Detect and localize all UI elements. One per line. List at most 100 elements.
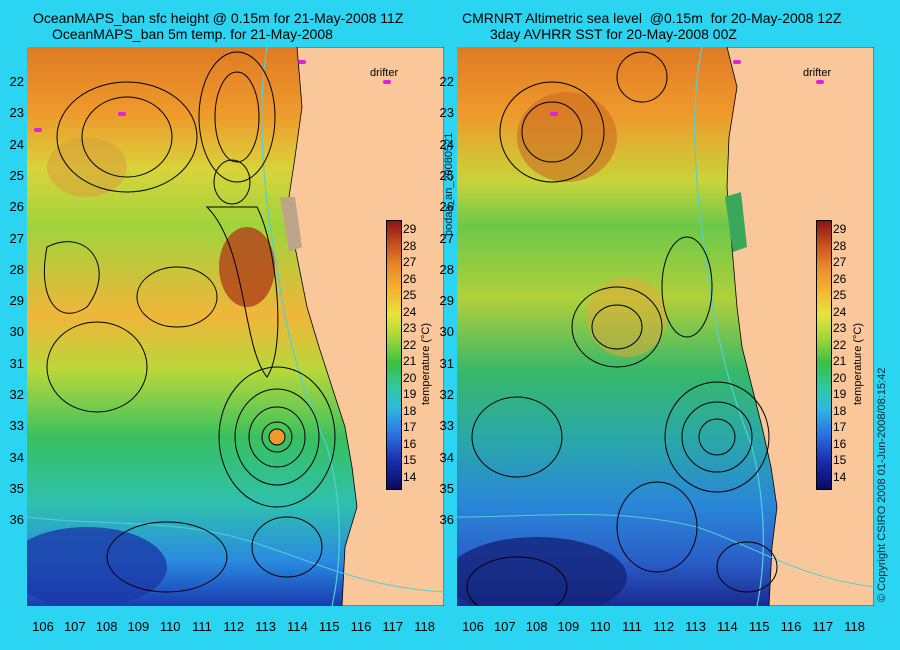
latitude-label: 34 — [9, 449, 24, 465]
colorbar-tick-label: 18 — [833, 403, 847, 418]
latitude-label: 28 — [9, 261, 24, 277]
latitude-label: 24 — [439, 136, 454, 152]
longitude-label: 116 — [780, 619, 802, 634]
left-drifter-legend-mark — [383, 80, 391, 84]
colorbar-tick-label: 26 — [833, 271, 847, 286]
shark-bay-island — [280, 197, 302, 252]
left-drifter-legend: drifter — [370, 67, 399, 79]
colorbar-tick-label: 24 — [833, 304, 847, 319]
latitude-label: 32 — [439, 387, 454, 402]
colorbar-tick-label: 21 — [403, 354, 417, 368]
right-drifter-legend-mark — [816, 80, 824, 84]
latitude-label: 32 — [9, 387, 24, 402]
latitude-label: 23 — [9, 105, 24, 121]
right-map-panel — [457, 47, 874, 606]
latitude-label: 29 — [439, 293, 454, 309]
longitude-label: 115 — [748, 619, 770, 634]
colorbar-tick-label: 18 — [403, 403, 417, 418]
right-title-line1: CMRNRT Altimetric sea level @0.15m for 2… — [462, 10, 842, 26]
colorbar-tick-label: 22 — [403, 337, 417, 352]
copyright-label: © Copyright CSIRO 2008 01-Jun-2008/08:15… — [876, 367, 888, 602]
colorbar-tick-label: 19 — [403, 387, 417, 401]
longitude-label: 111 — [192, 619, 212, 634]
longitude-label: 115 — [318, 619, 340, 634]
latitude-label: 34 — [439, 449, 454, 465]
latitude-label: 26 — [9, 199, 24, 215]
sea-height-contours — [43, 51, 336, 593]
longitude-label: 117 — [812, 619, 834, 634]
colorbar-tick-label: 15 — [403, 453, 417, 467]
latitude-label: 22 — [439, 74, 454, 89]
left-colorbar-unit: temperature (°C) — [420, 322, 432, 405]
colorbar-tick-label: 29 — [833, 222, 847, 236]
colorbar-tick-label: 27 — [403, 255, 417, 269]
colorbar-tick-label: 19 — [833, 387, 847, 401]
latitude-label: 23 — [439, 105, 454, 121]
colorbar-tick-label: 28 — [833, 238, 847, 253]
right-colorbar — [816, 220, 832, 490]
latitude-label: 30 — [9, 324, 24, 340]
longitude-label: 108 — [95, 619, 118, 634]
colorbar-tick-label: 20 — [833, 370, 847, 385]
longitude-label: 113 — [255, 619, 276, 634]
latitude-label: 24 — [9, 136, 24, 152]
colorbar-tick-label: 28 — [403, 238, 417, 253]
latitude-label: 33 — [439, 418, 454, 434]
drifter-marker — [118, 112, 126, 116]
longitude-label: 107 — [493, 619, 516, 634]
drifter-marker — [550, 112, 558, 116]
colorbar-tick-label: 25 — [833, 288, 847, 302]
left-colorbar — [386, 220, 402, 490]
longitude-label: 109 — [557, 619, 580, 634]
colorbar-tick-label: 14 — [403, 469, 417, 484]
right-map-svg — [457, 47, 874, 606]
longitude-label: 114 — [287, 619, 308, 634]
longitude-label: 112 — [223, 619, 245, 634]
right-colorbar-unit: temperature (°C) — [852, 322, 864, 405]
latitude-label: 35 — [9, 480, 24, 496]
longitude-label: 118 — [844, 619, 865, 634]
latitude-label: 31 — [439, 355, 454, 371]
longitude-label: 113 — [685, 619, 706, 634]
longitude-label: 111 — [622, 619, 642, 634]
colorbar-tick-label: 17 — [403, 420, 417, 434]
australia-coastline — [288, 47, 444, 606]
colorbar-tick-label: 20 — [403, 370, 417, 385]
australia-coastline — [726, 47, 874, 606]
drifter-marker — [298, 60, 306, 64]
colorbar-tick-label: 27 — [833, 255, 847, 269]
longitude-label: 107 — [63, 619, 86, 634]
longitude-label: 118 — [414, 619, 435, 634]
longitude-label: 110 — [589, 619, 611, 634]
colorbar-tick-label: 25 — [403, 288, 417, 302]
left-title-line2: OceanMAPS_ban 5m temp. for 21-May-2008 — [52, 26, 333, 42]
right-title-line2: 3day AVHRR SST for 20-May-2008 00Z — [490, 26, 737, 42]
colorbar-tick-label: 23 — [833, 321, 847, 335]
latitude-label: 25 — [9, 167, 24, 183]
colorbar-tick-label: 16 — [833, 436, 847, 451]
colorbar-tick-label: 29 — [403, 222, 417, 236]
right-drifter-legend: drifter — [803, 67, 832, 79]
drifter-marker — [733, 60, 741, 64]
colorbar-tick-label: 21 — [833, 354, 847, 368]
colorbar-tick-label: 16 — [403, 436, 417, 451]
longitude-label: 106 — [462, 619, 484, 634]
latitude-label: 35 — [439, 480, 454, 496]
left-map-svg — [27, 47, 444, 606]
longitude-label: 114 — [717, 619, 738, 634]
drifter-marker — [34, 128, 42, 132]
colorbar-tick-label: 15 — [833, 453, 847, 467]
latitude-label: 31 — [9, 355, 24, 371]
longitude-label: 106 — [32, 619, 54, 634]
longitude-label: 112 — [653, 619, 675, 634]
latitude-label: 25 — [439, 167, 454, 183]
longitude-label: 110 — [159, 619, 181, 634]
warm-eddy — [219, 227, 275, 307]
isobath-line — [261, 47, 340, 606]
colorbar-tick-label: 24 — [403, 304, 417, 319]
colorbar-tick-label: 23 — [403, 321, 417, 335]
isobath-line — [694, 47, 764, 606]
longitude-label: 109 — [127, 619, 150, 634]
analysis-id-label: bodas_an_20080521 — [443, 132, 455, 236]
latitude-label: 36 — [9, 512, 24, 528]
